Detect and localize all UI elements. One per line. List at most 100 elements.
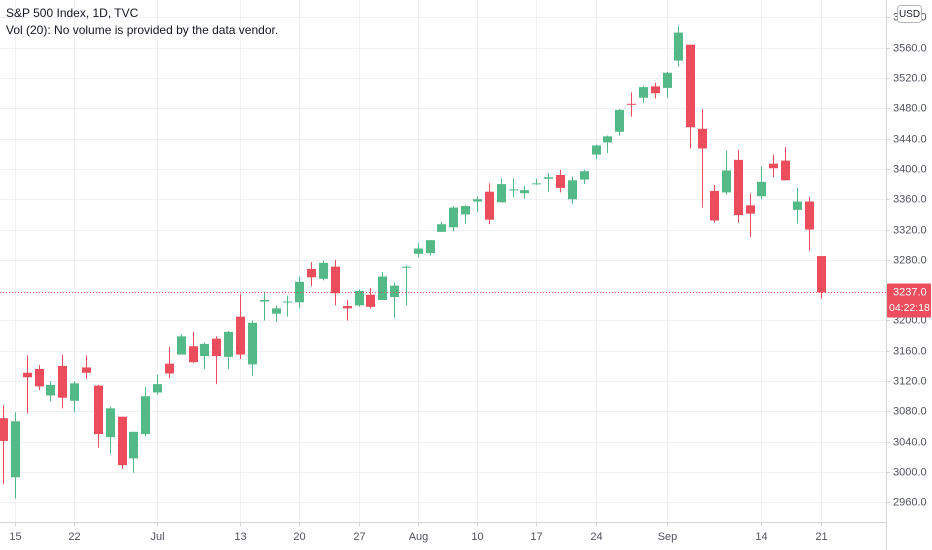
candle-body <box>390 285 399 297</box>
candle-body <box>497 184 506 203</box>
candle-body <box>817 256 826 293</box>
candle-body <box>437 224 446 232</box>
candle-body <box>118 416 127 466</box>
last-price-badge <box>887 283 931 318</box>
candle-body <box>58 365 67 398</box>
candle-body <box>260 300 269 302</box>
candle-body <box>568 180 577 200</box>
y-tick-label: 3120.0 <box>893 375 927 387</box>
last-price-label: 3237.0 <box>893 286 927 298</box>
y-tick-label: 3280.0 <box>893 254 927 266</box>
candle-body <box>698 128 707 149</box>
candle-body <box>580 171 589 180</box>
x-tick-label: Aug <box>409 531 429 543</box>
candle-body <box>556 175 565 188</box>
y-tick-label: 3040.0 <box>893 436 927 448</box>
x-tick-label: 21 <box>815 531 827 543</box>
candle-body <box>746 205 755 214</box>
candle-body <box>781 160 790 181</box>
candle-body <box>378 276 387 301</box>
grid <box>0 0 886 522</box>
candle-body <box>307 268 316 278</box>
volume-note: Vol (20): No volume is provided by the d… <box>6 23 278 37</box>
candle-body <box>0 418 8 441</box>
chart-title: S&P 500 Index, 1D, TVC <box>6 6 139 20</box>
candle-body <box>283 301 292 303</box>
candle-body <box>366 294 375 307</box>
candle-body <box>224 331 233 357</box>
candle-body <box>189 346 198 363</box>
candle-body <box>509 189 518 191</box>
currency-label[interactable]: USD <box>899 9 920 20</box>
candle-body <box>686 44 695 128</box>
candle-body <box>355 290 364 306</box>
x-tick-label: 10 <box>471 531 483 543</box>
candle-body <box>153 384 162 393</box>
candle-body <box>651 86 660 94</box>
x-tick-label: 20 <box>293 531 305 543</box>
candle-body <box>532 183 541 185</box>
candle-body <box>639 87 648 98</box>
candle-body <box>236 316 245 355</box>
candle-body <box>757 181 766 197</box>
candle-body <box>449 207 458 228</box>
y-tick-label: 3320.0 <box>893 224 927 236</box>
candle-body <box>710 190 719 221</box>
candle-body <box>248 322 257 365</box>
candle-body <box>129 431 138 459</box>
candle-body <box>615 109 624 132</box>
axes: 2960.03000.03040.03080.03120.03160.03200… <box>9 11 926 543</box>
candle-body <box>23 372 32 378</box>
x-tick-label: 13 <box>234 531 246 543</box>
candle-body <box>272 308 281 314</box>
x-tick-label: 27 <box>353 531 365 543</box>
candle-body <box>46 384 55 396</box>
candle-body <box>769 163 778 169</box>
x-tick-label: 17 <box>530 531 542 543</box>
countdown-label: 04:22:18 <box>889 302 930 314</box>
x-tick-label: Sep <box>658 531 678 543</box>
candle-body <box>544 177 553 179</box>
x-tick-label: 22 <box>68 531 80 543</box>
candle-body <box>177 336 186 355</box>
candle-body <box>319 262 328 279</box>
y-tick-label: 3360.0 <box>893 193 927 205</box>
y-tick-label: 3160.0 <box>893 345 927 357</box>
y-tick-label: 3560.0 <box>893 42 927 54</box>
candle-body <box>106 408 115 438</box>
candle-body <box>734 159 743 216</box>
candle-body <box>485 191 494 220</box>
candle-body <box>663 72 672 88</box>
candle-body <box>461 206 470 215</box>
candle-body <box>473 199 482 202</box>
candle-body <box>165 363 174 374</box>
y-tick-label: 2960.0 <box>893 496 927 508</box>
currency-badge[interactable] <box>897 5 922 23</box>
candle-body <box>414 248 423 254</box>
candle-body <box>212 338 221 357</box>
candle-body <box>793 201 802 210</box>
candle-body <box>603 136 612 143</box>
candle-body <box>11 421 20 478</box>
y-tick-label: 3520.0 <box>893 72 927 84</box>
candle-body <box>295 281 304 303</box>
candle-body <box>94 385 103 435</box>
candle-body <box>70 383 79 401</box>
x-tick-label: Jul <box>150 531 164 543</box>
candle-body <box>141 396 150 435</box>
candle-body <box>200 343 209 357</box>
y-tick-label: 3000.0 <box>893 466 927 478</box>
candle-body <box>402 266 411 268</box>
candle-body <box>627 103 636 105</box>
candle-body <box>35 368 44 387</box>
x-tick-label: 24 <box>590 531 602 543</box>
candle-body <box>722 170 731 193</box>
y-tick-label: 3480.0 <box>893 102 927 114</box>
candle-body <box>426 240 435 254</box>
candle-body <box>331 266 340 294</box>
candle-body <box>674 32 683 61</box>
candle-body <box>805 201 814 230</box>
candle-body <box>82 367 91 373</box>
y-tick-label: 3400.0 <box>893 163 927 175</box>
